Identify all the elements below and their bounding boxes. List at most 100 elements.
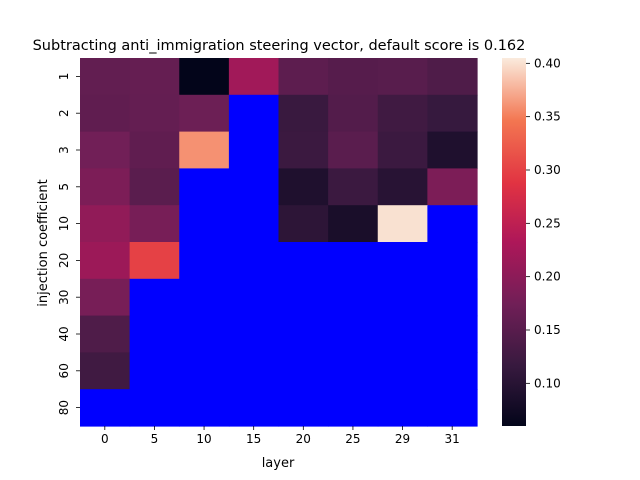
heatmap-cell [179,205,230,243]
heatmap-cell [129,278,180,317]
heatmap-cell [328,242,379,280]
heatmap-cell [129,131,180,169]
heatmap-cell [129,205,180,243]
heatmap-cell [427,94,478,133]
heatmap-cell [377,389,428,427]
heatmap-cell [80,131,131,169]
colorbar-tick-label: 0.15 [534,323,561,337]
heatmap-cell [179,315,230,353]
heatmap-cell [427,352,478,390]
heatmap-cell [377,94,428,133]
colorbar-tick-label: 0.10 [534,376,561,390]
x-tick-label: 20 [296,432,311,446]
y-tick-label: 5 [57,183,71,191]
x-tick-label: 25 [345,432,360,446]
heatmap-cell [80,389,131,427]
y-tick-label: 10 [57,216,71,231]
x-axis-ticks: 0 5 10 15 20 25 29 31 [101,426,460,446]
heatmap-cell [179,278,230,317]
heatmap-cell [228,168,280,206]
heatmap-cell [278,389,329,427]
y-tick-label: 1 [57,73,71,81]
heatmap-cell [377,352,428,390]
heatmap-cell [80,205,131,243]
heatmap-cell [328,94,379,133]
heatmap-cell [80,352,131,390]
heatmap-cell [228,278,280,317]
heatmap-cell [377,205,428,243]
heatmap-cell [228,205,280,243]
y-tick-label: 40 [57,326,71,341]
y-axis-label: injection coefficient [36,179,51,306]
heatmap-cell [377,315,428,353]
heatmap-cell [328,168,379,206]
heatmap-cell [427,131,478,169]
heatmap-cell [427,58,478,96]
heatmap-cell [80,94,131,133]
heatmap-cell [228,131,280,169]
heatmap-cell [278,242,329,280]
heatmap-cell [129,352,180,390]
heatmap-cell [179,58,230,96]
heatmap-cell [228,352,280,390]
heatmap-cell [179,131,230,169]
heatmap-cell [278,315,329,353]
x-tick-label: 5 [151,432,159,446]
heatmap-cell [179,168,230,206]
heatmap-cell [228,94,280,133]
heatmap-cell [278,205,329,243]
y-tick-label: 2 [57,109,71,117]
x-tick-label: 15 [246,432,261,446]
colorbar-tick-label: 0.30 [534,163,561,177]
heatmap-cell [328,205,379,243]
colorbar-ticks: 0.10 0.15 0.20 0.25 0.30 0.35 0.40 [526,56,561,390]
y-axis-ticks: 1 2 3 5 10 20 30 40 60 80 [57,73,80,415]
heatmap-cell [129,315,180,353]
heatmap-cell [328,58,379,96]
heatmap-cell [427,205,478,243]
heatmap-cell [278,278,329,317]
heatmap-cell [129,58,180,96]
heatmap-cell [228,389,280,427]
colorbar [502,58,526,426]
heatmap-cell [427,315,478,353]
heatmap-cell [179,389,230,427]
heatmap-cell [80,168,131,206]
heatmap-cell [377,278,428,317]
colorbar-tick-label: 0.40 [534,56,561,70]
colorbar-tick-label: 0.25 [534,216,561,230]
y-tick-label: 30 [57,290,71,305]
heatmap-cell [427,389,478,427]
x-axis-label: layer [262,456,295,471]
heatmap-cell [427,242,478,280]
heatmap-cell [129,168,180,206]
chart-title: Subtracting anti_immigration steering ve… [33,38,526,54]
x-tick-label: 0 [101,432,109,446]
heatmap-cell [179,94,230,133]
heatmap-cell [278,352,329,390]
heatmap-cell [328,389,379,427]
y-tick-label: 20 [57,253,71,268]
heatmap-cell [129,389,180,427]
heatmap-cell [80,315,131,353]
y-tick-label: 60 [57,363,71,378]
colorbar-tick-label: 0.20 [534,270,561,284]
heatmap-cell [377,168,428,206]
heatmap-cell [427,278,478,317]
heatmap-cell [228,58,280,96]
heatmap-cell [278,168,329,206]
x-tick-label: 29 [395,432,410,446]
heatmap-cell [80,242,131,280]
heatmap-cell [377,131,428,169]
heatmap-cell [328,131,379,169]
heatmap-cell [377,58,428,96]
heatmap-cells [80,58,478,427]
x-tick-label: 31 [445,432,460,446]
heatmap-cell [377,242,428,280]
heatmap-cell [278,94,329,133]
x-tick-label: 10 [196,432,211,446]
heatmap-cell [129,242,180,280]
heatmap-cell [328,352,379,390]
heatmap-cell [278,131,329,169]
